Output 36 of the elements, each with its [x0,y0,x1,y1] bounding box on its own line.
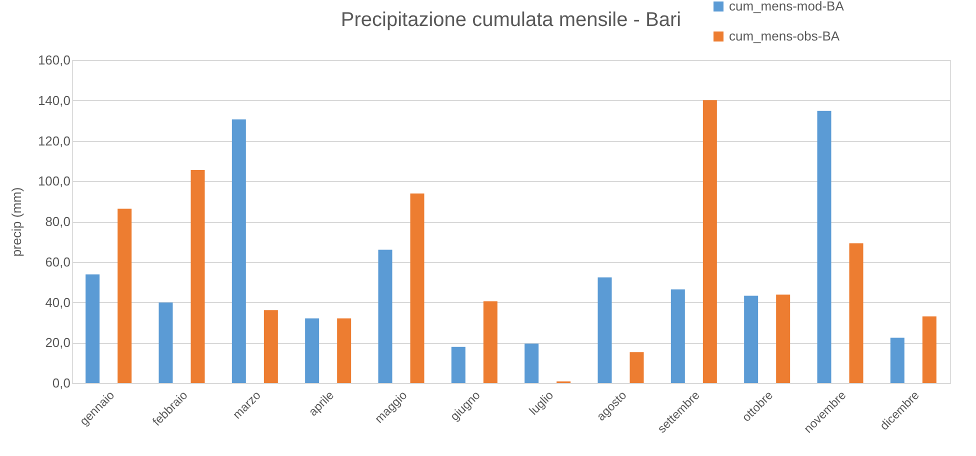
bar [817,110,832,383]
bar [922,316,936,383]
bar [86,274,100,383]
y-tick-label: 0,0 [52,376,70,390]
bar [190,170,205,383]
bar [702,100,717,383]
chart-title: Precipitazione cumulata mensile - Bari [340,9,682,31]
bar [524,344,539,383]
y-tick-label: 60,0 [45,254,70,270]
bar [744,296,758,383]
bar [305,318,320,383]
bar [410,193,424,383]
legend-label: cum_mens-mod-BA [729,0,844,14]
bar [337,318,352,383]
bar [158,302,173,383]
bar [776,294,790,383]
bar [264,310,278,383]
bar [451,346,466,383]
y-tick-label: 140,0 [38,92,70,108]
bar [232,119,246,383]
y-tick-label: 20,0 [45,335,70,350]
bar [890,338,904,383]
y-tick-label: 160,0 [38,52,70,68]
legend-label: cum_mens-obs-BA [729,28,840,44]
bar [849,243,864,383]
bar [483,301,498,383]
y-tick-label: 40,0 [45,294,70,310]
y-tick-label: 120,0 [38,133,70,148]
y-tick-label: 80,0 [45,214,70,229]
bar [670,289,685,383]
bar [598,277,612,383]
y-axis-title: precip (mm) [8,187,24,257]
y-tick-label: 100,0 [38,174,70,189]
bar [630,352,644,383]
bar [118,208,132,383]
bar [378,250,392,383]
